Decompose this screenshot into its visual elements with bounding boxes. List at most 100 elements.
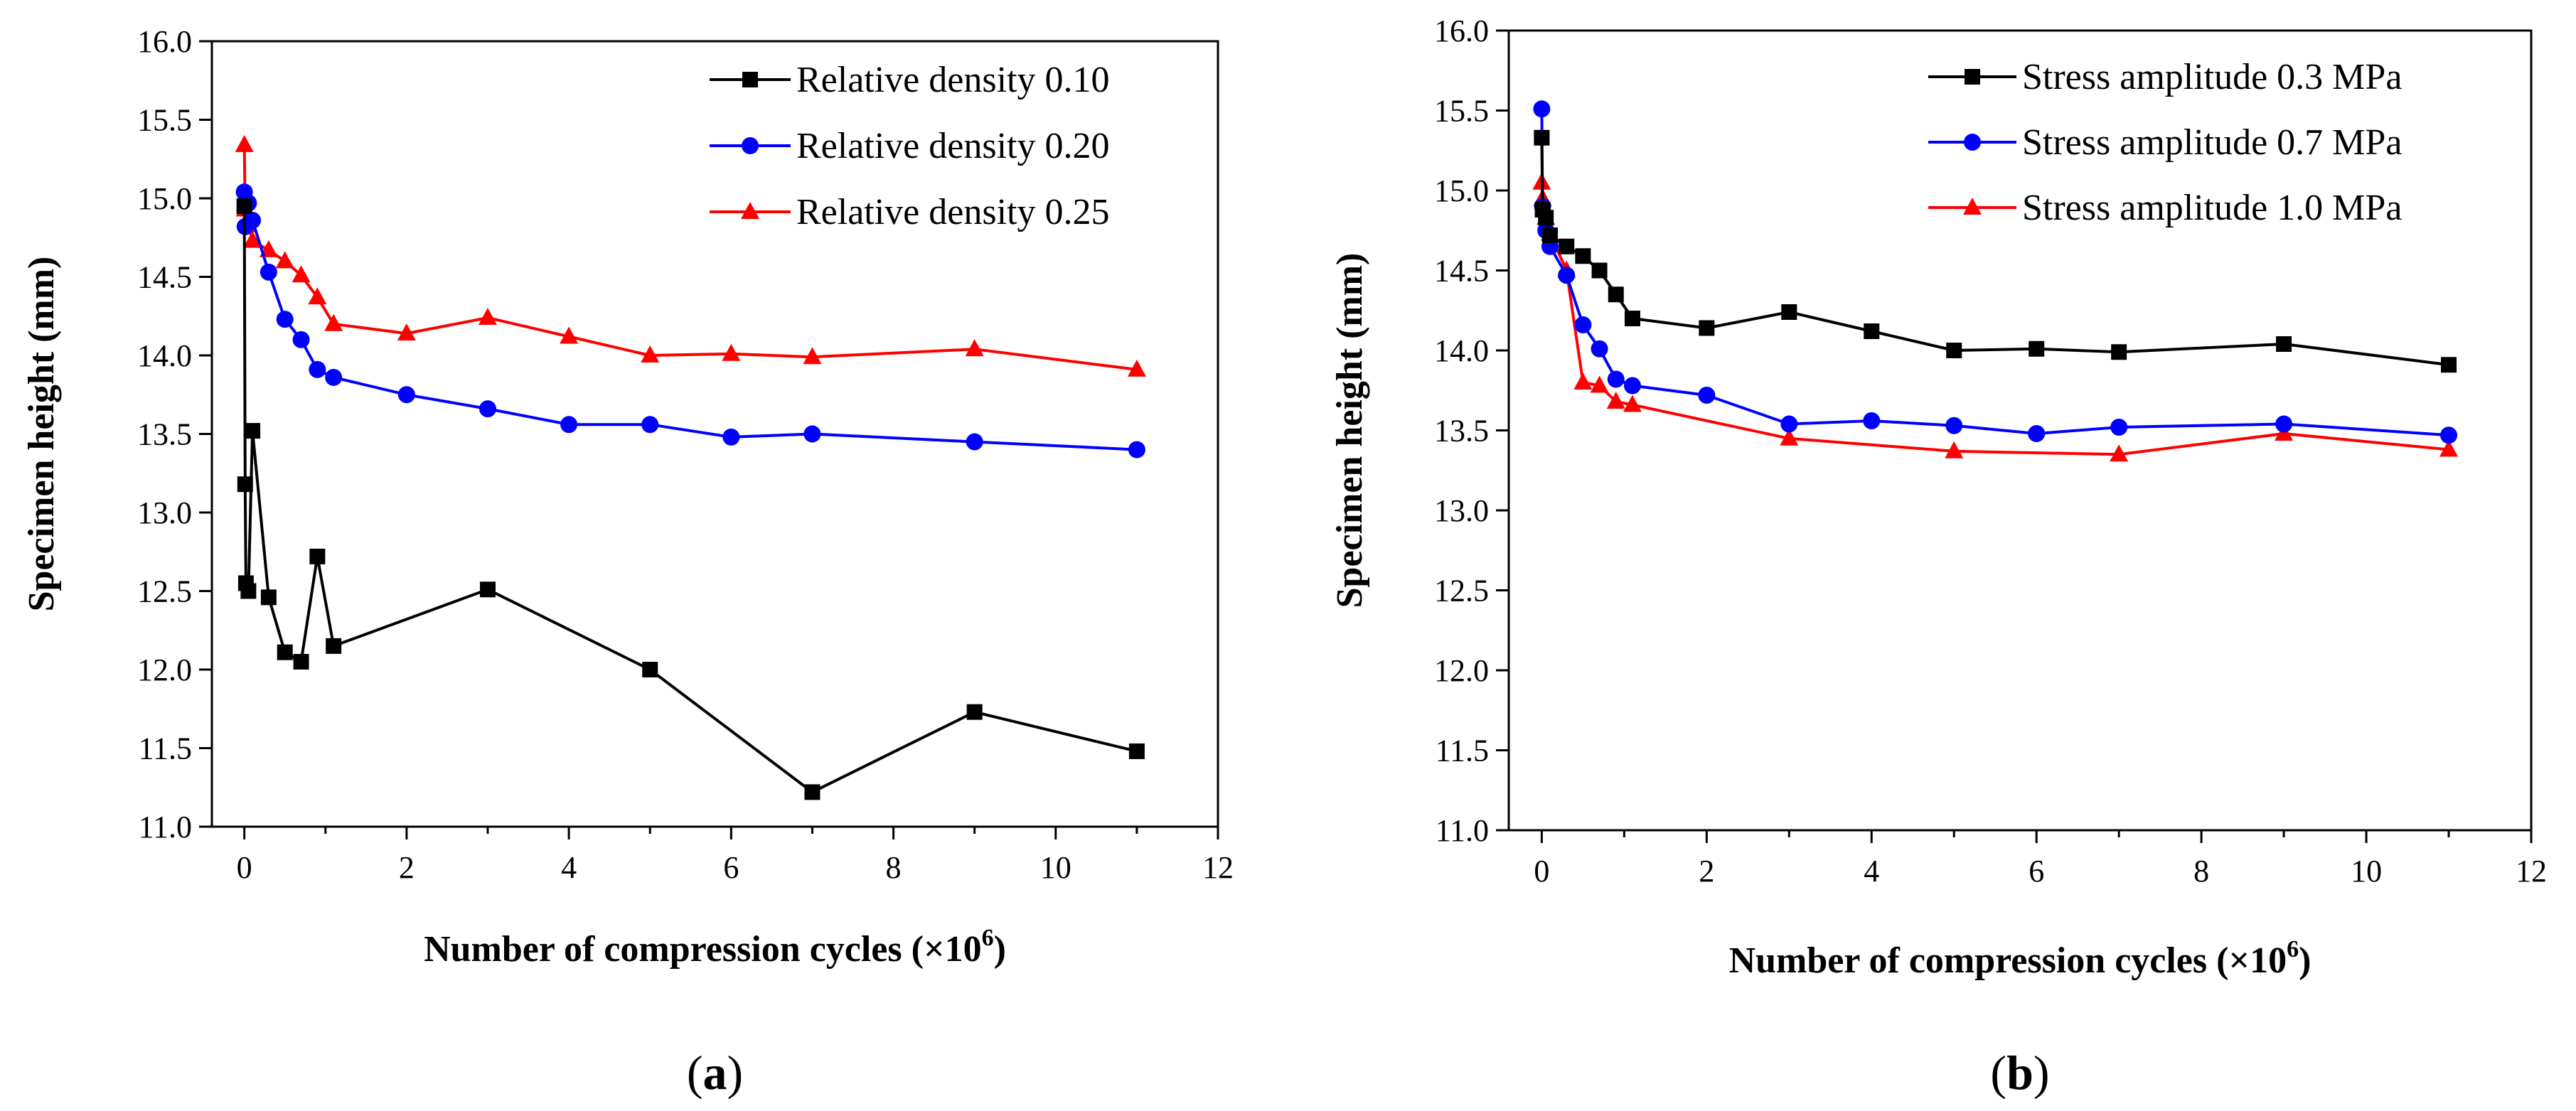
y-axis-title: Specimen height (mm): [21, 257, 62, 612]
series-line: [242, 144, 1138, 371]
y-tick-label: 11.5: [139, 731, 192, 766]
data-point: [1534, 129, 1550, 146]
data-point: [1533, 100, 1551, 118]
data-point: [2028, 425, 2046, 442]
y-tick-label: 14.0: [1434, 333, 1489, 368]
y-tick-label: 14.5: [137, 260, 192, 295]
y-tick-label: 12.5: [137, 574, 192, 609]
data-point: [326, 638, 342, 654]
y-tick-label: 12.5: [1434, 574, 1489, 608]
data-point: [1541, 227, 1558, 243]
legend: Stress amplitude 0.3 MPa Stress amplitude…: [1928, 57, 2402, 228]
panel-label-open: (: [1990, 1046, 2006, 1100]
y-tick-label: 15.0: [137, 181, 192, 216]
chart-b-svg: 0 2 4 6 8 10 12 11.0 11.5 12.0 12.5 13.0 13.5 14.0 14.…: [1330, 14, 2547, 1100]
data-point: [1623, 377, 1641, 395]
y-tick-label: 13.0: [137, 495, 192, 530]
data-point: [1624, 311, 1640, 326]
y-tick-label: 12.0: [137, 653, 192, 687]
data-point: [1607, 370, 1625, 388]
data-point: [1699, 320, 1715, 336]
legend-item: Stress amplitude 0.3 MPa: [1928, 57, 2402, 97]
panel-label-letter: b: [2006, 1046, 2033, 1100]
data-point: [560, 416, 578, 434]
data-point: [2440, 426, 2458, 444]
data-point: [722, 428, 740, 446]
panel-label: (a): [687, 1046, 743, 1100]
data-point: [1698, 387, 1716, 404]
x-tick-label: 4: [1864, 854, 1879, 889]
data-point: [293, 653, 309, 670]
data-point: [1574, 316, 1592, 333]
x-tick-label: 2: [399, 850, 415, 885]
data-point: [245, 423, 261, 439]
y-tick-label: 15.5: [137, 103, 192, 138]
data-point: [275, 251, 294, 269]
data-point: [260, 589, 277, 606]
x-axis-title-superscript: 6: [2287, 936, 2299, 962]
legend-item: Relative density 0.20: [710, 126, 1109, 166]
y-tick-label: 13.5: [137, 417, 192, 452]
data-point: [1590, 375, 1609, 393]
series-line: [1540, 137, 2449, 367]
data-point: [966, 704, 983, 720]
legend-marker: [1965, 69, 1980, 85]
data-point: [1945, 417, 1963, 434]
data-point: [325, 368, 343, 386]
y-tick-label: 11.0: [1436, 813, 1489, 848]
y-tick-label: 14.5: [1434, 254, 1489, 289]
series-1: [1534, 129, 2457, 373]
chart-a-svg: 0 2 4 6 8 10 12 11.0 11.5 12.0 12.5 13.0 13.5 14.0 14.…: [21, 24, 1234, 1100]
y-axis-title: Specimen height (mm): [1330, 253, 1370, 608]
x-tick-label: 4: [561, 850, 577, 885]
chart-panel-a: 0 2 4 6 8 10 12 11.0 11.5 12.0 12.5 13.0 13.5 14.0 14.…: [0, 0, 1280, 1111]
data-point: [1606, 392, 1625, 409]
x-tick-label: 12: [1202, 850, 1234, 885]
legend-marker: [742, 72, 758, 87]
data-point: [235, 134, 254, 152]
legend-marker: [1963, 198, 1982, 215]
data-point: [2029, 340, 2045, 357]
data-point: [1591, 262, 1608, 279]
data-point: [277, 644, 293, 660]
data-point: [397, 386, 415, 404]
data-point: [324, 313, 343, 331]
x-axis-title: Number of compression cycles (×106): [424, 925, 1006, 970]
legend-marker: [742, 137, 759, 154]
data-point: [236, 198, 252, 215]
chart-panel-b: 0 2 4 6 8 10 12 11.0 11.5 12.0 12.5 13.0 13.5 14.0 14.…: [1280, 0, 2576, 1111]
data-point: [1591, 340, 1608, 358]
data-point: [1864, 323, 1880, 339]
x-tick-label: 6: [723, 850, 739, 885]
legend-label: Stress amplitude 0.7 MPa: [2022, 122, 2402, 163]
x-tick-label: 0: [237, 850, 252, 885]
x-axis-title-superscript: 6: [982, 925, 994, 951]
x-axis-title-main: Number of compression cycles (×10: [1729, 940, 2287, 981]
data-point: [965, 339, 984, 357]
data-point: [803, 347, 822, 365]
data-point: [804, 784, 821, 800]
data-point: [2111, 344, 2127, 360]
x-tick-label: 12: [2516, 854, 2547, 889]
data-point: [276, 311, 294, 328]
data-point: [260, 263, 277, 281]
x-tick-label: 10: [1040, 850, 1071, 885]
data-point: [966, 433, 983, 451]
data-point: [641, 345, 660, 363]
data-point: [479, 400, 496, 418]
legend: Relative density 0.10 Relative density 0.…: [710, 60, 1109, 232]
data-point: [1127, 359, 1146, 377]
data-point: [560, 326, 579, 344]
data-point: [237, 476, 253, 493]
data-point: [1946, 343, 1962, 358]
y-tick-label: 13.0: [1434, 493, 1489, 528]
data-point: [1863, 412, 1881, 429]
data-point: [309, 548, 326, 564]
data-point: [244, 211, 262, 229]
legend-item: Relative density 0.10: [710, 60, 1109, 100]
data-point: [1608, 286, 1624, 303]
data-point: [1128, 441, 1145, 458]
legend-label: Relative density 0.20: [796, 126, 1109, 166]
data-point: [1538, 210, 1554, 226]
series-2: [235, 183, 1145, 458]
